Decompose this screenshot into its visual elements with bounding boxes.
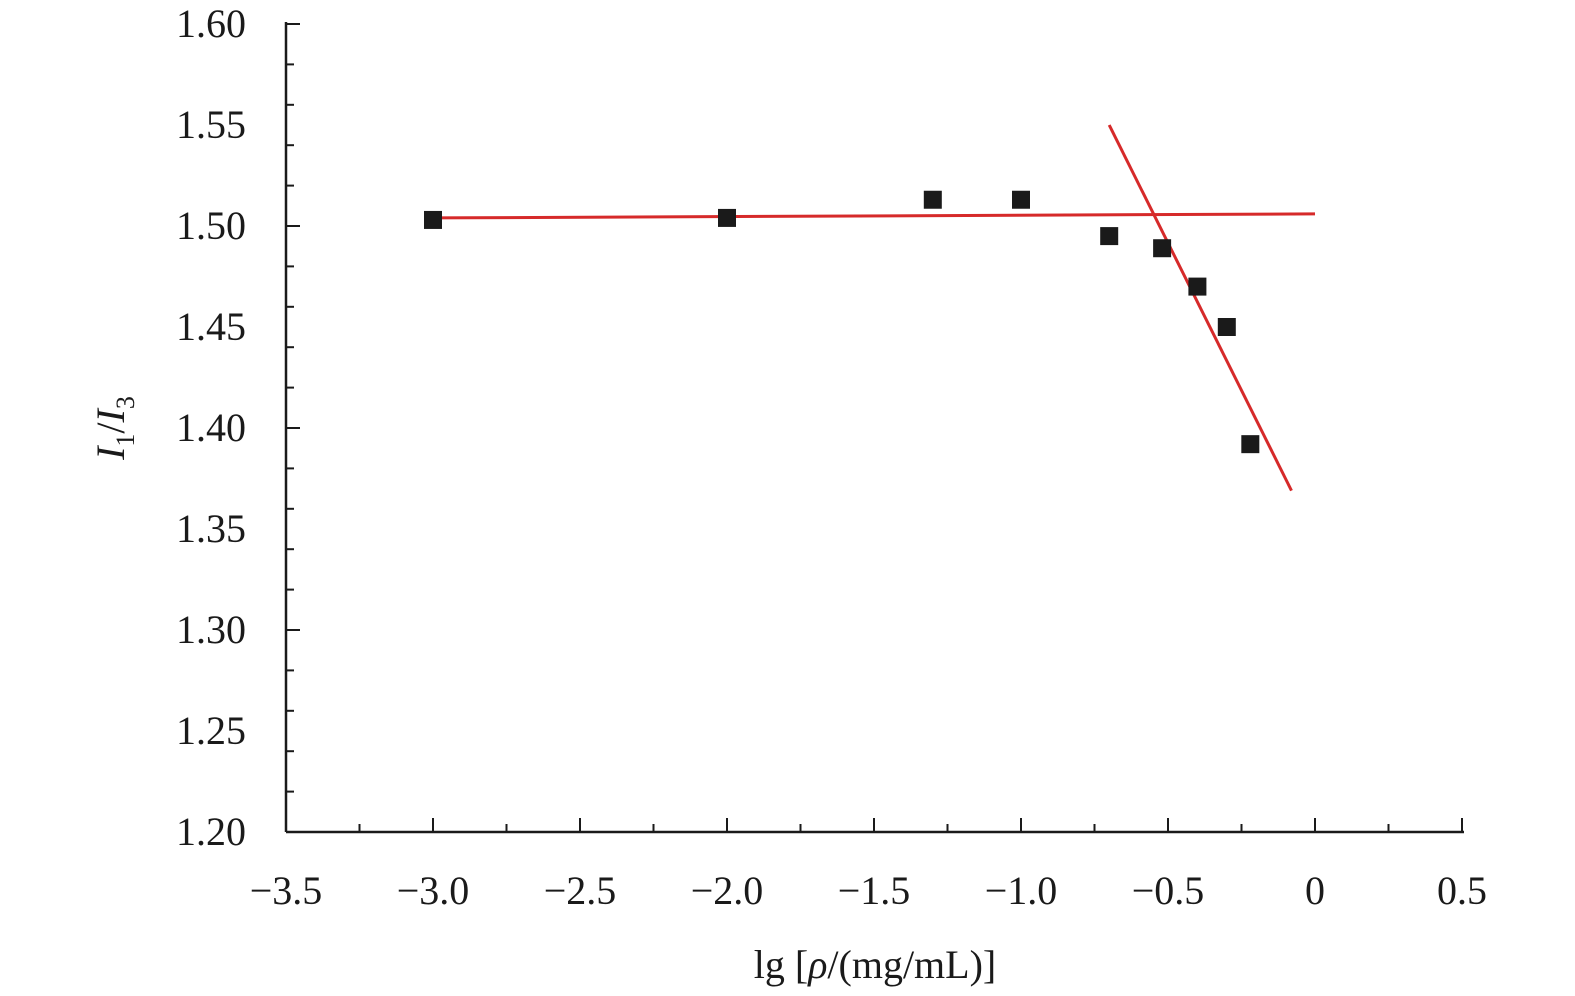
fit-line	[1107, 124, 1293, 492]
data-point	[1153, 239, 1172, 258]
y-tick-label: 1.55	[176, 102, 246, 147]
y-axis-title: I1/I3	[88, 396, 140, 461]
y-tick-label: 1.40	[176, 405, 246, 450]
x-tick-label: −2.5	[544, 868, 617, 913]
data-point	[718, 208, 736, 227]
x-tick-label: −3.5	[250, 868, 323, 913]
y-tick-label: 1.45	[176, 304, 246, 349]
fit-line	[432, 212, 1316, 220]
x-tick-label: −3.0	[397, 868, 470, 913]
fit-lines	[432, 124, 1316, 492]
x-tick-label: −1.0	[985, 868, 1058, 913]
data-points	[424, 190, 1260, 454]
data-point	[923, 190, 942, 209]
x-tick-label: −1.5	[838, 868, 911, 913]
x-tick-label: −0.5	[1132, 868, 1205, 913]
y-tick-label: 1.20	[176, 809, 246, 854]
y-tick-label: 1.50	[176, 203, 246, 248]
x-axis-title: lg [ρ/(mg/mL)]	[754, 942, 997, 987]
data-point	[1241, 435, 1260, 454]
x-tick-label: 0.5	[1437, 868, 1487, 913]
x-tick-label: −2.0	[691, 868, 764, 913]
data-point	[1217, 318, 1236, 336]
x-axis-ticks: −3.5 −3.0 −2.5 −2.0 −1.5 −1.0 −0.5 0 0.5	[250, 818, 1487, 913]
data-point	[1100, 227, 1119, 246]
data-point	[1188, 277, 1207, 296]
x-tick-label: 0	[1305, 868, 1325, 913]
plot-area: 1.20 1.25 1.30 1.35 1.40 1.45 1.50 1.55 1.60 −3.…	[176, 1, 1487, 913]
y-axis-ticks: 1.20 1.25 1.30 1.35 1.40 1.45 1.50 1.55 1.60	[176, 1, 300, 854]
y-tick-label: 1.25	[176, 708, 246, 753]
y-tick-label: 1.30	[176, 607, 246, 652]
data-point	[1012, 190, 1030, 209]
y-tick-label: 1.35	[176, 506, 246, 551]
data-point	[424, 210, 442, 229]
y-tick-label: 1.60	[176, 1, 246, 46]
